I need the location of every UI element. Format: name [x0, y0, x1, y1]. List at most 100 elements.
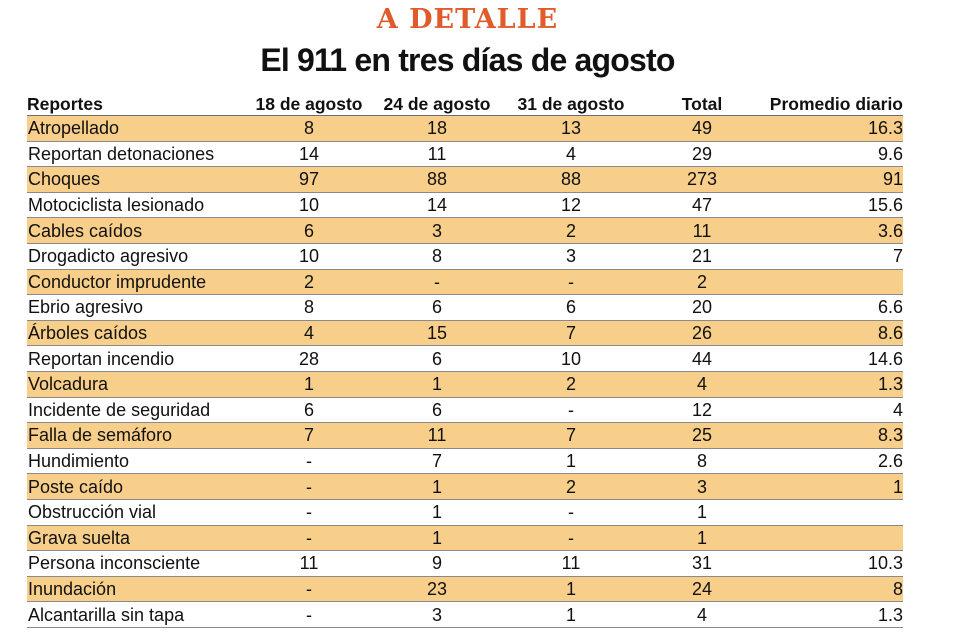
table-row: Persona inconsciente 11 9 11 31 10.3 — [27, 550, 903, 577]
table-row: Ebrio agresivo 8 6 6 20 6.6 — [27, 294, 903, 321]
total-cell: 1 — [639, 525, 765, 552]
value-24-agosto-cell: 6 — [371, 345, 503, 372]
value-31-agosto-cell: 1 — [503, 576, 639, 603]
daily-average-cell: 91 — [765, 166, 903, 193]
value-24-agosto-cell: 7 — [371, 448, 503, 475]
report-name-cell: Atropellado — [27, 115, 247, 142]
value-18-agosto-cell: 10 — [247, 243, 371, 270]
report-name-cell: Ebrio agresivo — [27, 294, 247, 321]
report-table: Reportes 18 de agosto 24 de agosto 31 de… — [27, 92, 903, 628]
daily-average-cell: 8 — [765, 576, 903, 603]
daily-average-cell: 2.6 — [765, 448, 903, 475]
value-31-agosto-cell: 1 — [503, 448, 639, 475]
value-18-agosto-cell: 8 — [247, 294, 371, 321]
report-name-cell: Reportan incendio — [27, 345, 247, 372]
column-header-18-agosto: 18 de agosto — [247, 92, 371, 116]
value-31-agosto-cell: 3 — [503, 243, 639, 270]
report-name-cell: Cables caídos — [27, 217, 247, 244]
report-name-cell: Choques — [27, 166, 247, 193]
daily-average-cell — [765, 269, 903, 296]
value-31-agosto-cell: - — [503, 397, 639, 424]
value-31-agosto-cell: 2 — [503, 371, 639, 398]
value-18-agosto-cell: - — [247, 473, 371, 500]
table-row: Drogadicto agresivo 10 8 3 21 7 — [27, 243, 903, 270]
report-name-cell: Persona inconsciente — [27, 550, 247, 577]
value-24-agosto-cell: 23 — [371, 576, 503, 603]
daily-average-cell: 8.6 — [765, 320, 903, 347]
table-row: Hundimiento -7 1 8 2.6 — [27, 448, 903, 475]
total-cell: 8 — [639, 448, 765, 475]
value-18-agosto-cell: 14 — [247, 141, 371, 168]
report-name-cell: Conductor imprudente — [27, 269, 247, 296]
value-18-agosto-cell: - — [247, 499, 371, 526]
value-18-agosto-cell: - — [247, 576, 371, 603]
value-24-agosto-cell: 6 — [371, 294, 503, 321]
report-name-cell: Volcadura — [27, 371, 247, 398]
total-cell: 11 — [639, 217, 765, 244]
value-24-agosto-cell: 18 — [371, 115, 503, 142]
table-row: Choques 97 88 88 273 91 — [27, 166, 903, 193]
report-name-cell: Reportan detonaciones — [27, 141, 247, 168]
total-cell: 29 — [639, 141, 765, 168]
value-18-agosto-cell: - — [247, 525, 371, 552]
daily-average-cell: 6.6 — [765, 294, 903, 321]
value-31-agosto-cell: 12 — [503, 192, 639, 219]
value-24-agosto-cell: 1 — [371, 499, 503, 526]
table-row: Reportan incendio 28 6 10 44 14.6 — [27, 345, 903, 372]
daily-average-cell: 8.3 — [765, 422, 903, 449]
total-cell: 25 — [639, 422, 765, 449]
daily-average-cell: 14.6 — [765, 345, 903, 372]
table-header: Reportes 18 de agosto 24 de agosto 31 de… — [27, 92, 903, 116]
value-31-agosto-cell: - — [503, 525, 639, 552]
table-row: Poste caído -1 2 3 1 — [27, 473, 903, 500]
total-cell: 47 — [639, 192, 765, 219]
value-31-agosto-cell: 6 — [503, 294, 639, 321]
value-18-agosto-cell: 1 — [247, 371, 371, 398]
value-31-agosto-cell: 13 — [503, 115, 639, 142]
total-cell: 273 — [639, 166, 765, 193]
daily-average-cell: 15.6 — [765, 192, 903, 219]
value-24-agosto-cell: 3 — [371, 217, 503, 244]
value-18-agosto-cell: 8 — [247, 115, 371, 142]
daily-average-cell — [765, 499, 903, 526]
column-header-reportes: Reportes — [27, 92, 247, 116]
value-18-agosto-cell: 6 — [247, 217, 371, 244]
table-row: Reportan detonaciones 14 11 4 29 9.6 — [27, 141, 903, 168]
column-header-total: Total — [639, 92, 765, 116]
value-31-agosto-cell: 2 — [503, 473, 639, 500]
report-name-cell: Falla de semáforo — [27, 422, 247, 449]
table-row: Volcadura 1 1 2 4 1.3 — [27, 371, 903, 398]
report-name-cell: Incidente de seguridad — [27, 397, 247, 424]
value-24-agosto-cell: 1 — [371, 525, 503, 552]
value-24-agosto-cell: 1 — [371, 371, 503, 398]
value-31-agosto-cell: 88 — [503, 166, 639, 193]
table-row: Grava suelta -1-1 — [27, 525, 903, 552]
total-cell: 26 — [639, 320, 765, 347]
value-31-agosto-cell: - — [503, 499, 639, 526]
value-18-agosto-cell: 11 — [247, 550, 371, 577]
value-18-agosto-cell: 4 — [247, 320, 371, 347]
column-header-promedio: Promedio diario — [765, 92, 903, 116]
total-cell: 21 — [639, 243, 765, 270]
value-31-agosto-cell: 10 — [503, 345, 639, 372]
table-row: Obstrucción vial -1-1 — [27, 499, 903, 526]
value-24-agosto-cell: 11 — [371, 422, 503, 449]
table-row: Motociclista lesionado 10 14 12 47 15.6 — [27, 192, 903, 219]
table-row: Inundación -23 1 24 8 — [27, 576, 903, 603]
value-18-agosto-cell: 2 — [247, 269, 371, 296]
daily-average-cell — [765, 525, 903, 552]
report-name-cell: Alcantarilla sin tapa — [27, 601, 247, 628]
value-31-agosto-cell: 7 — [503, 422, 639, 449]
value-31-agosto-cell: 11 — [503, 550, 639, 577]
page-title: El 911 en tres días de agosto — [260, 42, 675, 78]
total-cell: 3 — [639, 473, 765, 500]
table-row: Árboles caídos 4 15 7 26 8.6 — [27, 320, 903, 347]
value-31-agosto-cell: - — [503, 269, 639, 296]
value-18-agosto-cell: 28 — [247, 345, 371, 372]
value-18-agosto-cell: 97 — [247, 166, 371, 193]
value-31-agosto-cell: 1 — [503, 601, 639, 628]
value-31-agosto-cell: 7 — [503, 320, 639, 347]
daily-average-cell: 7 — [765, 243, 903, 270]
total-cell: 49 — [639, 115, 765, 142]
